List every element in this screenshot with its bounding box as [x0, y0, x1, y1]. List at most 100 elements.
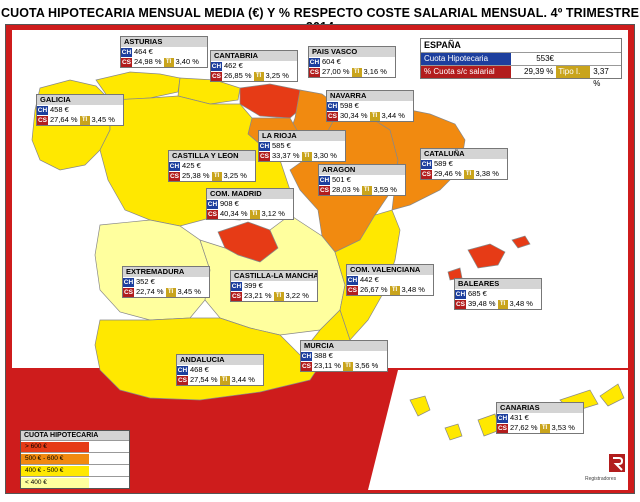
- info-cantabria: CANTABRIA CH 462 € CS 26,85 % TI 3,25 %: [210, 50, 298, 82]
- ti-value: 3,12 %: [261, 209, 285, 218]
- ch-value: 585 €: [272, 141, 291, 150]
- ch-value: 442 €: [360, 275, 379, 284]
- ti-tag: TI: [539, 423, 550, 433]
- info-cataluna: CATALUÑA CH 589 € CS 29,46 % TI 3,38 %: [420, 148, 508, 180]
- region-name: ANDALUCIA: [177, 355, 263, 365]
- cs-value: 26,85 %: [224, 71, 252, 80]
- ti-tag: TI: [463, 169, 474, 179]
- legend-swatch-400-500: 400 € - 500 €: [21, 465, 89, 476]
- cs-value: 29,46 %: [434, 169, 462, 178]
- cs-tag: CS: [309, 67, 320, 77]
- info-asturias: ASTURIAS CH 464 € CS 24,98 % TI 3,40 %: [120, 36, 208, 68]
- region-baleares-mallorca: [467, 243, 506, 269]
- region-canarias-6: [599, 383, 625, 407]
- cs-value: 27,54 %: [190, 375, 218, 384]
- cuota-value: 553€: [536, 54, 554, 63]
- ch-tag: CH: [421, 159, 432, 169]
- cuota-label: Cuota Hipotecaria: [421, 53, 511, 65]
- cs-value: 26,67 %: [360, 285, 388, 294]
- ch-tag: CH: [309, 57, 320, 67]
- ch-value: 462 €: [224, 61, 243, 70]
- legend-swatch-gt600: > 600 €: [21, 441, 89, 452]
- ch-tag: CH: [301, 351, 312, 361]
- info-murcia: MURCIA CH 388 € CS 23,11 % TI 3,56 %: [300, 340, 388, 372]
- info-andalucia: ANDALUCIA CH 468 € CS 27,54 % TI 3,44 %: [176, 354, 264, 386]
- ch-tag: CH: [123, 277, 134, 287]
- cs-value: 39,48 %: [468, 299, 496, 308]
- cs-value: 40,34 %: [220, 209, 248, 218]
- ti-tag: TI: [301, 151, 312, 161]
- info-madrid: COM. MADRID CH 908 € CS 40,34 % TI 3,12 %: [206, 188, 294, 220]
- ch-value: 598 €: [340, 101, 359, 110]
- cs-value: 23,11 %: [314, 361, 341, 370]
- region-name: CASTILLA Y LEON: [169, 151, 255, 161]
- region-name: MURCIA: [301, 341, 387, 351]
- region-name: ARAGON: [319, 165, 405, 175]
- info-la-rioja: LA RIOJA CH 585 € CS 33,37 % TI 3,30 %: [258, 130, 346, 162]
- ch-tag: CH: [259, 141, 270, 151]
- cs-tag: CS: [37, 115, 48, 125]
- espana-title: ESPAÑA: [424, 40, 461, 50]
- region-baleares-menorca: [511, 235, 531, 249]
- cs-tag: CS: [347, 285, 358, 295]
- cs-value: 23,21 %: [244, 291, 272, 300]
- ch-tag: CH: [497, 413, 508, 423]
- info-aragon: ARAGON CH 501 € CS 28,03 % TI 3,59 %: [318, 164, 406, 196]
- cs-tag: CS: [177, 375, 188, 385]
- cs-tag: CS: [169, 171, 180, 181]
- region-name: ASTURIAS: [121, 37, 207, 47]
- ch-value: 501 €: [332, 175, 351, 184]
- cs-value: 27,64 %: [50, 115, 78, 124]
- ch-value: 464 €: [134, 47, 153, 56]
- ch-value: 431 €: [510, 413, 529, 422]
- ch-value: 589 €: [434, 159, 453, 168]
- registradores-logo: Registradores: [585, 452, 630, 488]
- cs-tag: CS: [327, 111, 338, 121]
- region-name: CATALUÑA: [421, 149, 507, 159]
- ch-tag: CH: [319, 175, 330, 185]
- ti-tag: TI: [249, 209, 260, 219]
- ch-tag: CH: [37, 105, 48, 115]
- ch-value: 685 €: [468, 289, 487, 298]
- info-extremadura: EXTREMADURA CH 352 € CS 22,74 % TI 3,45 %: [122, 266, 210, 298]
- ch-tag: CH: [455, 289, 466, 299]
- ch-value: 425 €: [182, 161, 201, 170]
- ti-value: 3,45 %: [91, 115, 115, 124]
- ch-value: 468 €: [190, 365, 209, 374]
- cs-value: 27,00 %: [322, 67, 350, 76]
- region-name: COM. MADRID: [207, 189, 293, 199]
- ch-value: 458 €: [50, 105, 69, 114]
- ti-value: 3,40 %: [175, 57, 199, 66]
- ti-tag: TI: [497, 299, 508, 309]
- ti-value: 3,25 %: [265, 71, 289, 80]
- ti-value: 3,16 %: [363, 67, 387, 76]
- region-canarias-1: [409, 395, 431, 417]
- legend-swatch-lt400: < 400 €: [21, 477, 89, 488]
- ch-tag: CH: [327, 101, 338, 111]
- cs-tag: CS: [121, 57, 132, 67]
- ti-tag: TI: [219, 375, 230, 385]
- ch-value: 399 €: [244, 281, 263, 290]
- ti-tag: TI: [211, 171, 222, 181]
- cs-tag: CS: [231, 291, 242, 301]
- region-name: GALICIA: [37, 95, 123, 105]
- legend-title: CUOTA HIPOTECARIA: [21, 431, 129, 440]
- cs-tag: CS: [497, 423, 508, 433]
- espana-summary: ESPAÑA Cuota Hipotecaria 553€ % Cuota s/…: [420, 38, 622, 88]
- ch-value: 908 €: [220, 199, 239, 208]
- region-name: COM. VALENCIANA: [347, 265, 433, 275]
- info-castilla-la-mancha: CASTILLA-LA MANCHA CH 399 € CS 23,21 % TI 3,…: [230, 270, 318, 302]
- cs-tag: CS: [211, 71, 222, 81]
- ti-tag: TI: [361, 185, 372, 195]
- logo-mark-icon: [609, 454, 625, 472]
- info-pais-vasco: PAIS VASCO CH 604 € CS 27,00 % TI 3,16 %: [308, 46, 396, 78]
- region-name: NAVARRA: [327, 91, 413, 101]
- cs-tag: CS: [123, 287, 134, 297]
- cs-value: 22,74 %: [136, 287, 164, 296]
- ti-tag: TI: [79, 115, 90, 125]
- ti-value: 3,44 %: [231, 375, 255, 384]
- cs-tag: CS: [259, 151, 270, 161]
- cs-value: 28,03 %: [332, 185, 360, 194]
- cs-value: 30,34 %: [340, 111, 368, 120]
- info-baleares: BALEARES CH 685 € CS 39,48 % TI 3,48 %: [454, 278, 542, 310]
